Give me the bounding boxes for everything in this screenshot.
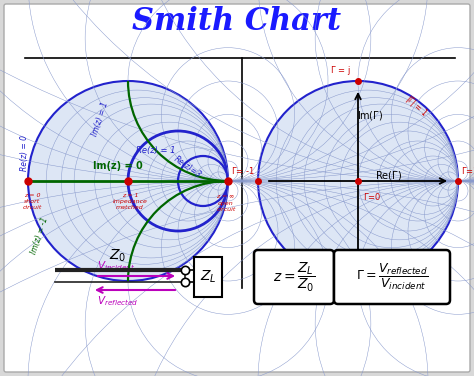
Text: $\Gamma$ = j: $\Gamma$ = j: [330, 64, 350, 77]
Circle shape: [28, 81, 228, 281]
Text: Re(z)=3: Re(z)=3: [173, 155, 203, 180]
Circle shape: [28, 81, 228, 281]
Circle shape: [258, 81, 458, 281]
Text: Im($\Gamma$): Im($\Gamma$): [357, 109, 383, 123]
Text: Im(z) = 0: Im(z) = 0: [93, 161, 143, 171]
Text: Re($\Gamma$): Re($\Gamma$): [374, 168, 401, 182]
Text: $Z_L$: $Z_L$: [200, 269, 216, 285]
Text: $Z_0$: $Z_0$: [109, 248, 127, 264]
Text: $\Gamma$= -1: $\Gamma$= -1: [231, 165, 255, 176]
Circle shape: [28, 81, 228, 281]
FancyBboxPatch shape: [194, 257, 222, 297]
Text: Im(z) = -1: Im(z) = -1: [30, 216, 50, 256]
Text: $\Gamma$=1: $\Gamma$=1: [461, 165, 474, 176]
Text: Im(z) = 1: Im(z) = 1: [90, 101, 110, 137]
Text: z = $\infty$
open
circuit: z = $\infty$ open circuit: [216, 193, 236, 212]
Text: z = 0
short
circuit: z = 0 short circuit: [22, 193, 42, 209]
Circle shape: [28, 81, 228, 281]
Text: $\Gamma = \dfrac{V_{reflected}}{V_{incident}}$: $\Gamma = \dfrac{V_{reflected}}{V_{incid…: [356, 262, 428, 292]
Text: Re(z) = 0: Re(z) = 0: [20, 135, 29, 171]
FancyBboxPatch shape: [334, 250, 450, 304]
Text: $V_{reflected}$: $V_{reflected}$: [97, 294, 138, 308]
Text: Re(z) = 1: Re(z) = 1: [136, 147, 176, 156]
FancyBboxPatch shape: [254, 250, 334, 304]
Circle shape: [28, 81, 228, 281]
Text: $\Gamma$=0: $\Gamma$=0: [363, 191, 382, 202]
Text: |$\Gamma$| = 1: |$\Gamma$| = 1: [402, 92, 430, 120]
Text: z = 1
impedance
matched: z = 1 impedance matched: [112, 193, 147, 209]
Text: Smith Chart: Smith Chart: [132, 6, 342, 38]
FancyBboxPatch shape: [4, 4, 470, 372]
Text: $z = \dfrac{Z_L}{Z_0}$: $z = \dfrac{Z_L}{Z_0}$: [273, 261, 315, 294]
Text: $\Gamma$ = -j: $\Gamma$ = -j: [334, 286, 358, 299]
Text: $V_{incident}$: $V_{incident}$: [97, 259, 136, 273]
Circle shape: [28, 81, 228, 281]
